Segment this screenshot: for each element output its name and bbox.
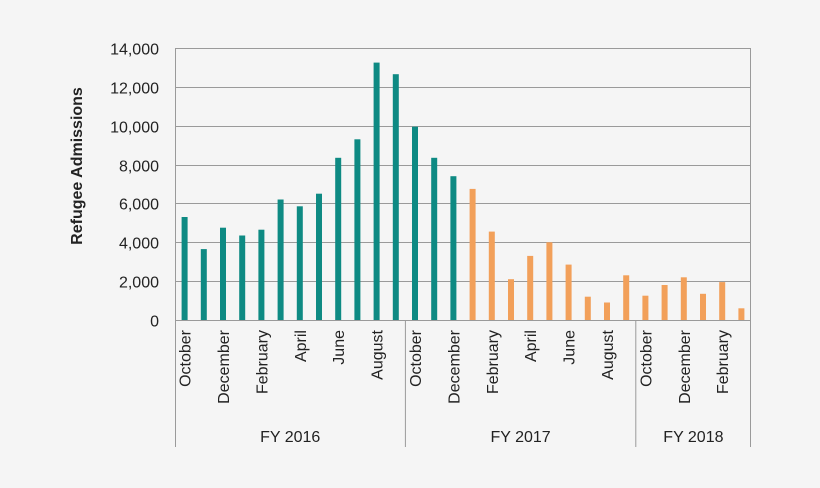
fiscal-year-groups: FY 2016 FY 2017 FY 2018 [260, 320, 724, 447]
x-tick-label-december: December [216, 329, 233, 403]
x-tick-label-june: June [562, 330, 579, 365]
y-tick-label: 2,000 [119, 275, 159, 292]
bar-april-6 [296, 206, 303, 320]
y-axis-ticks: 0 2,000 4,000 6,000 8,000 10,000 12,000 14,000 [110, 42, 159, 331]
x-tick-label-october: October [638, 329, 655, 387]
bar-april-18 [527, 255, 534, 320]
bar-october-24 [642, 295, 649, 320]
axes [175, 48, 751, 447]
bar-september-23 [623, 275, 630, 320]
bar-june-20 [565, 264, 572, 320]
group-label-fy-2017: FY 2017 [490, 429, 550, 446]
bar-march-17 [508, 279, 514, 320]
y-tick-label: 10,000 [110, 120, 159, 137]
bar-january-27 [700, 293, 706, 320]
bar-december-26 [680, 277, 687, 320]
bar-october-12 [412, 126, 418, 320]
bar-march-5 [277, 199, 284, 320]
bar-august-22 [604, 302, 610, 320]
y-tick-label: 6,000 [119, 197, 159, 214]
bar-february-28 [719, 282, 726, 320]
bar-november-25 [661, 285, 668, 320]
group-label-fy-2018: FY 2018 [663, 429, 723, 446]
x-tick-label-february: February [485, 330, 502, 394]
bar-november-13 [431, 157, 438, 320]
x-tick-label-december: December [677, 329, 694, 403]
bar-september-11 [392, 74, 399, 320]
bar-july-9 [354, 139, 361, 320]
x-tick-label-october: October [408, 329, 425, 387]
bar-june-8 [335, 157, 342, 320]
bar-february-4 [258, 229, 265, 320]
x-tick-label-august: August [600, 329, 617, 379]
y-tick-label: 0 [150, 314, 159, 331]
bar-february-16 [488, 231, 495, 320]
group-label-fy-2016: FY 2016 [260, 429, 320, 446]
bar-november-1 [200, 249, 207, 320]
bar-july-21 [584, 296, 591, 320]
bar-january-3 [239, 235, 246, 320]
x-tick-label-august: August [370, 329, 387, 379]
bar-august-10 [373, 62, 380, 320]
gridlines [175, 48, 751, 282]
bar-march-29 [738, 308, 745, 320]
x-tick-label-october: October [178, 329, 195, 387]
y-tick-label: 8,000 [119, 159, 159, 176]
bars [181, 62, 745, 320]
bar-january-15 [469, 188, 476, 320]
bar-october-0 [181, 217, 188, 320]
y-axis-title: Refugee Admissions [69, 87, 86, 245]
bar-december-2 [220, 227, 226, 320]
x-axis-month-labels: October December February April June August Oc… [178, 329, 733, 403]
x-tick-label-april: April [523, 330, 540, 362]
bar-december-14 [450, 176, 457, 320]
y-tick-label: 12,000 [110, 81, 159, 98]
bar-may-19 [546, 242, 553, 320]
y-tick-label: 4,000 [119, 236, 159, 253]
x-tick-label-february: February [254, 330, 271, 394]
y-tick-label: 14,000 [110, 42, 159, 59]
x-tick-label-june: June [331, 330, 348, 365]
x-tick-label-april: April [293, 330, 310, 362]
bar-may-7 [316, 193, 322, 320]
x-tick-label-december: December [446, 329, 463, 403]
x-tick-label-february: February [715, 330, 732, 394]
